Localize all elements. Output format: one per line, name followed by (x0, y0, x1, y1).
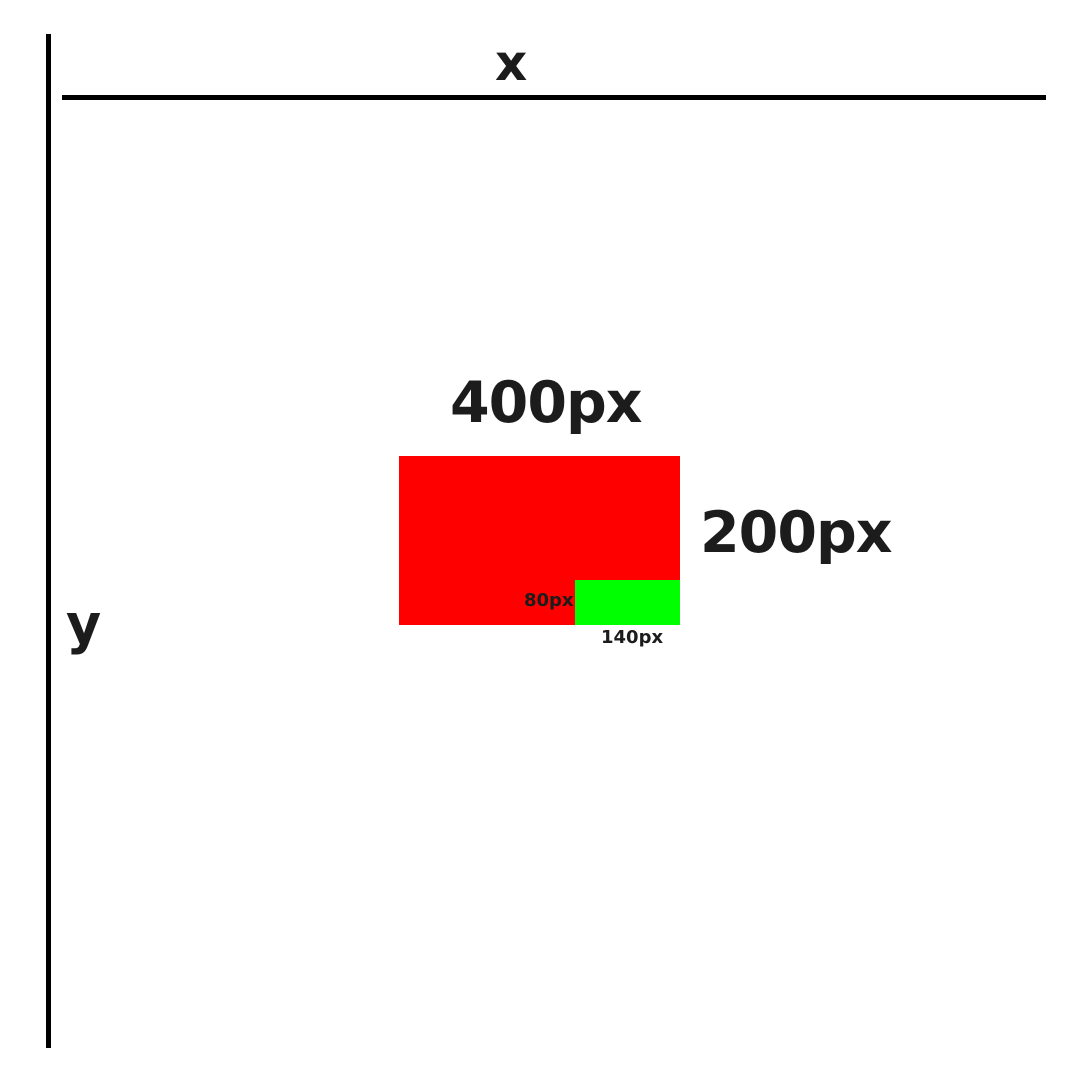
outer-rect-width-label: 400px (450, 370, 643, 436)
outer-rect-height-label: 200px (700, 500, 893, 566)
inner-rectangle (575, 580, 680, 625)
x-axis-label: x (495, 34, 528, 92)
y-axis-label: y (66, 593, 102, 656)
y-axis-line (46, 34, 51, 1048)
inner-rect-width-label: 140px (601, 627, 664, 648)
x-axis-line (62, 95, 1046, 100)
inner-rect-height-label: 80px (524, 590, 574, 611)
